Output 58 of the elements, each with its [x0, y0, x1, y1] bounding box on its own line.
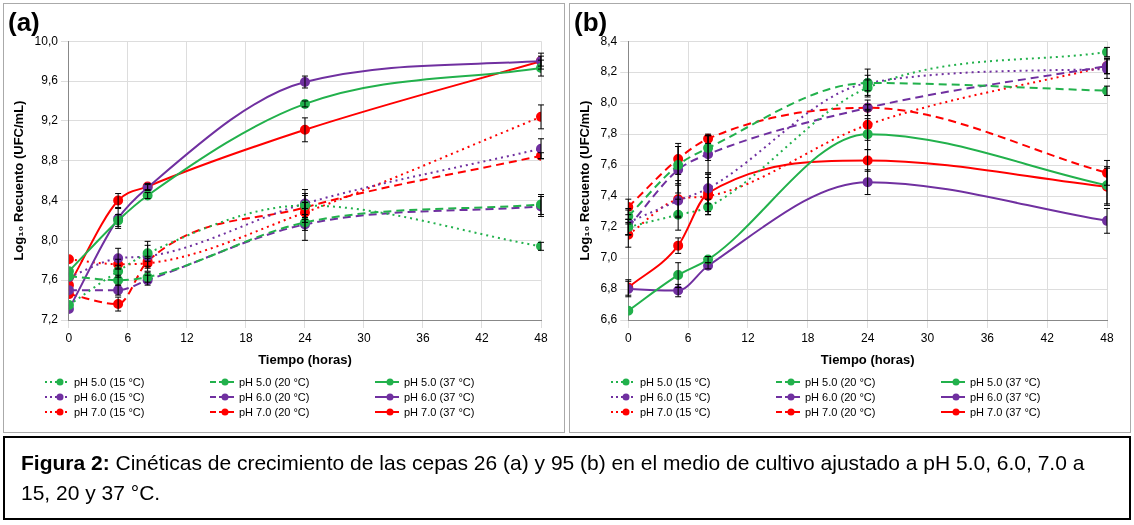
- legend-label: pH 5.0 (20 °C): [805, 376, 876, 388]
- x-tick-label: 18: [239, 330, 253, 345]
- x-tick-label: 24: [298, 330, 312, 345]
- y-tick-label: 8,8: [41, 153, 59, 167]
- y-tick-label: 8,2: [600, 64, 618, 79]
- legend-label: pH 5.0 (37 °C): [970, 376, 1041, 388]
- y-tick-label: 7,6: [600, 157, 618, 172]
- y-tick-label: 7,4: [600, 188, 618, 203]
- x-tick-label: 30: [920, 330, 935, 345]
- y-tick-label: 7,2: [600, 219, 618, 234]
- y-tick-label: 7,2: [41, 312, 59, 327]
- x-tick-label: 48: [534, 330, 548, 345]
- legend-label: pH 7.0 (15 °C): [74, 406, 145, 418]
- y-tick-label: 7,6: [41, 272, 59, 287]
- x-axis-title: Tiempo (horas): [258, 351, 352, 367]
- legend-label: pH 7.0 (20 °C): [805, 406, 876, 418]
- y-tick-label: 6,8: [600, 281, 618, 296]
- y-tick-label: 8,4: [41, 192, 59, 207]
- legend-label: pH 7.0 (15 °C): [640, 406, 711, 418]
- x-tick-label: 42: [475, 330, 489, 345]
- legend-label: pH 6.0 (20 °C): [239, 391, 310, 403]
- legend-label: pH 5.0 (20 °C): [239, 376, 310, 388]
- x-tick-label: 0: [65, 330, 73, 345]
- chart-title: (a): [8, 6, 40, 37]
- x-tick-label: 30: [357, 330, 371, 345]
- y-tick-label: 9,2: [41, 113, 59, 128]
- legend-label: pH 5.0 (15 °C): [640, 376, 711, 388]
- x-axis-title: Tiempo (horas): [820, 351, 915, 367]
- x-tick-label: 24: [860, 330, 875, 345]
- y-tick-label: 9,6: [41, 73, 59, 88]
- y-axis-title: Log₁₀ Recuento (UFC/mL): [11, 100, 27, 261]
- legend-label: pH 5.0 (37 °C): [404, 376, 475, 388]
- x-tick-label: 6: [684, 330, 692, 345]
- y-tick-label: 7,8: [600, 126, 618, 141]
- legend-label: pH 7.0 (37 °C): [970, 406, 1041, 418]
- x-tick-label: 36: [980, 330, 995, 345]
- legend-label: pH 6.0 (37 °C): [970, 391, 1041, 403]
- x-tick-label: 0: [624, 330, 632, 345]
- x-tick-label: 42: [1040, 330, 1055, 345]
- legend-label: pH 6.0 (20 °C): [805, 391, 876, 403]
- x-tick-label: 48: [1100, 330, 1114, 345]
- legend-label: pH 6.0 (15 °C): [640, 391, 711, 403]
- x-tick-label: 6: [124, 330, 132, 345]
- x-tick-label: 36: [416, 330, 430, 345]
- y-tick-label: 8,0: [600, 95, 618, 110]
- legend-label: pH 7.0 (37 °C): [404, 406, 475, 418]
- x-tick-label: 12: [741, 330, 755, 345]
- legend-label: pH 6.0 (15 °C): [74, 391, 145, 403]
- text: Figura 2: Cinéticas de crecimiento de las cepas 26 (a) y 95 (b) en el medio de cultivo ajustado a pH 5.0, 6.0, 7.0 a 15, 20 y 37 °C.: [21, 451, 1085, 504]
- legend-label: pH 5.0 (15 °C): [74, 376, 145, 388]
- legend-label: pH 6.0 (37 °C): [404, 391, 475, 403]
- y-tick-label: 6,6: [600, 312, 618, 327]
- x-tick-label: 18: [801, 330, 815, 345]
- y-axis-title: Log₁₀ Recuento (UFC/mL): [577, 100, 593, 261]
- y-tick-label: 8,0: [41, 232, 59, 247]
- x-tick-label: 12: [180, 330, 194, 345]
- legend-label: pH 7.0 (20 °C): [239, 406, 310, 418]
- y-tick-label: 7,0: [600, 250, 618, 265]
